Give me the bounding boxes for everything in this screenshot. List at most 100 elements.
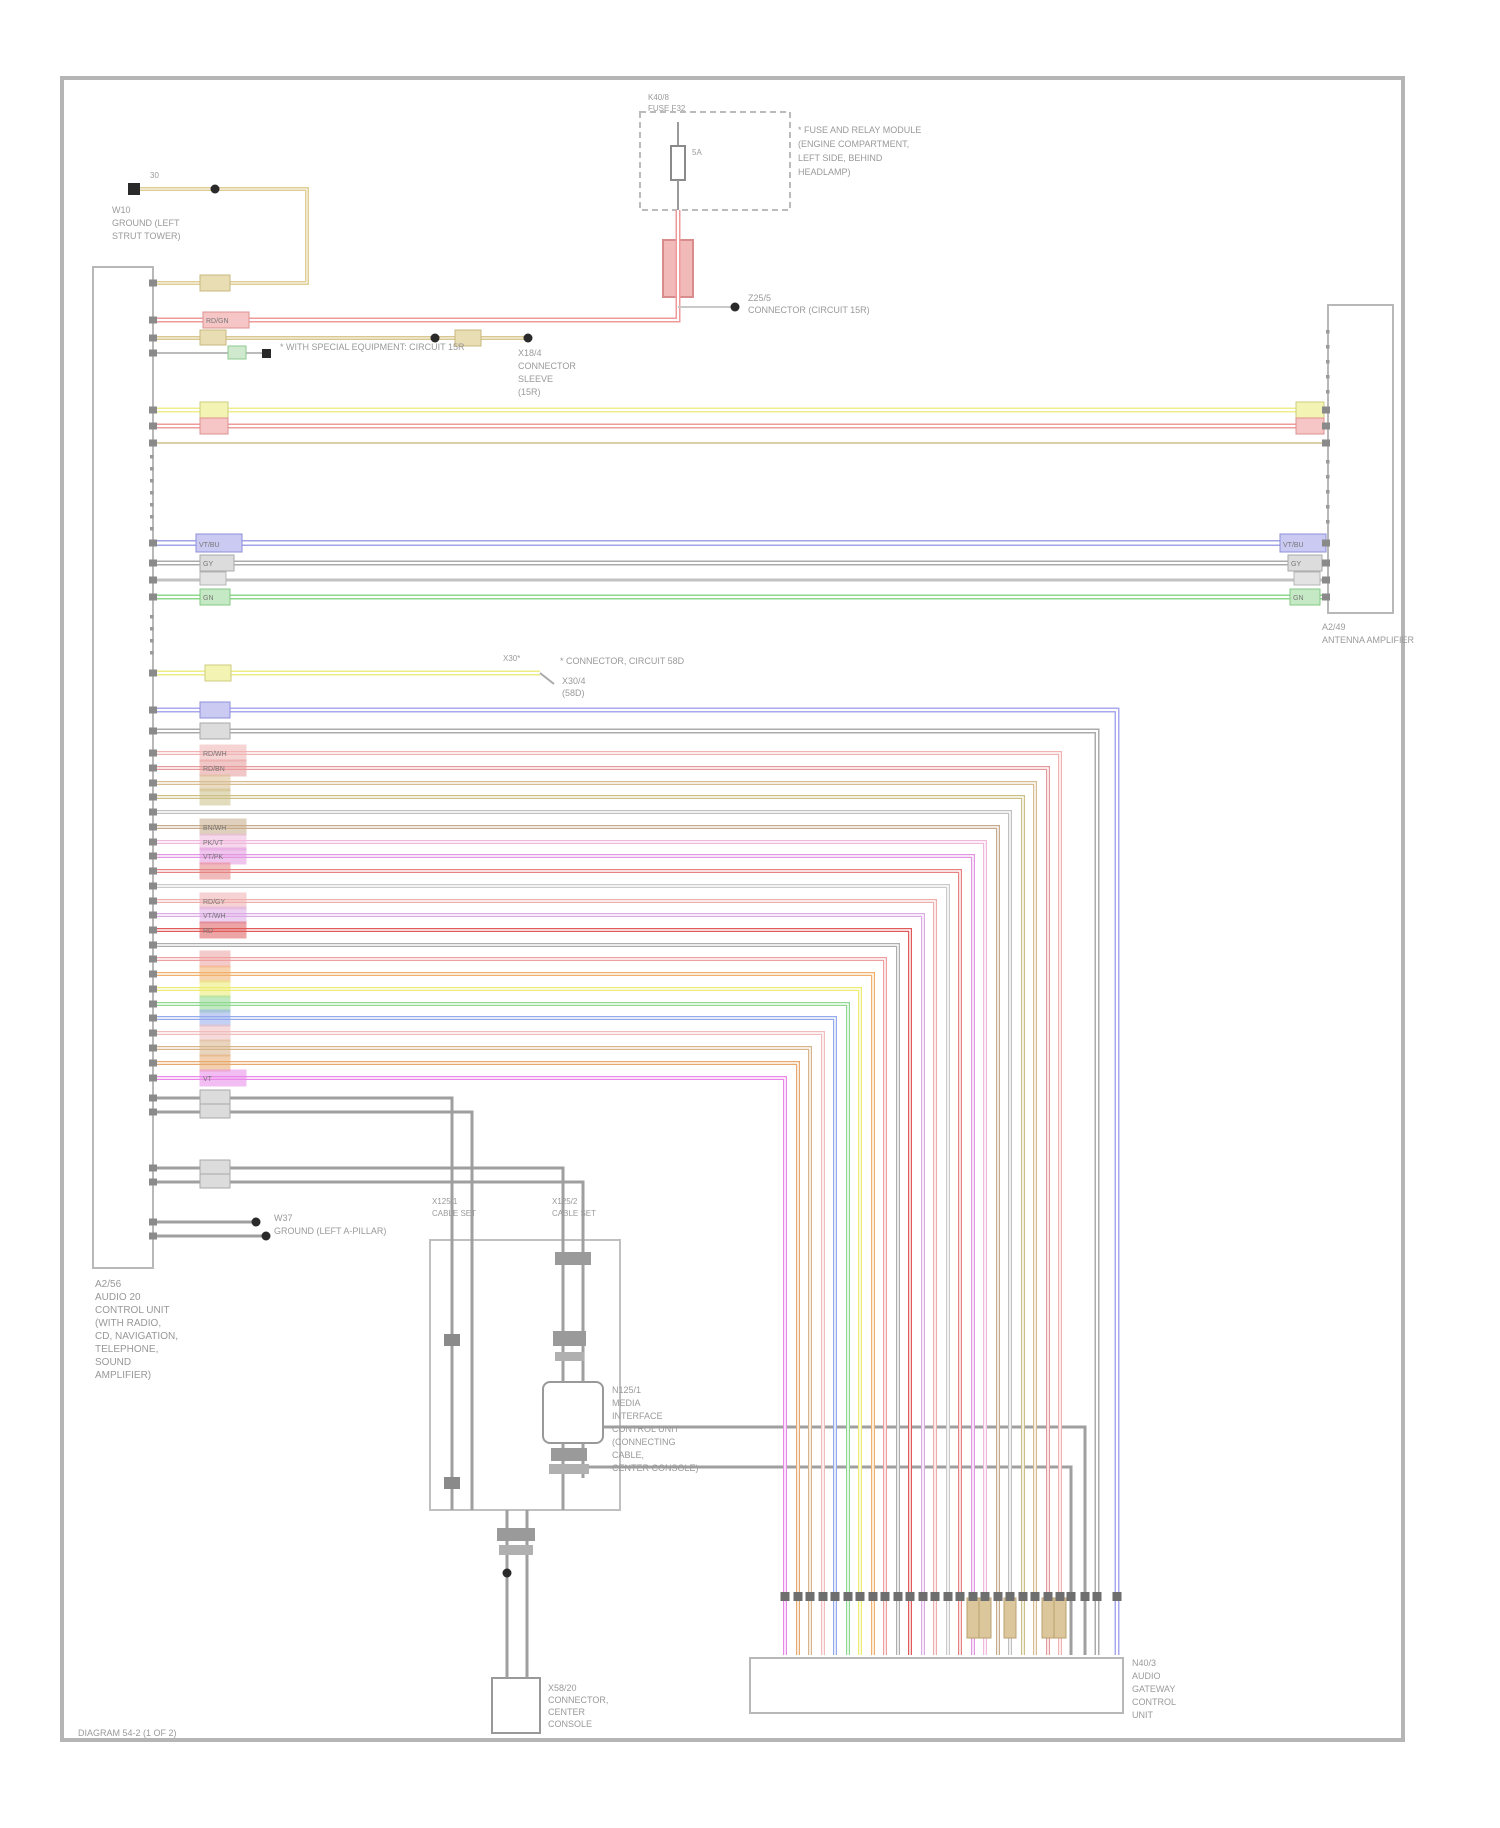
bundle-wire-18-core [153,1017,836,1655]
audio-gateway-label-line-3: GATEWAY [1132,1684,1175,1694]
left-control-unit-box [92,266,154,1269]
cable-set-2-label-line-2: CABLE SET [552,1209,596,1218]
connector-block-3 [553,1331,586,1346]
connector-block-1 [444,1477,460,1489]
bundle-wire-10-core [153,900,936,1655]
bundle-wire-code-1: RD/BN [203,766,225,773]
connector-sleeve-label-line-1: X18/4 [518,348,542,358]
connector-block-8 [499,1545,533,1555]
x30-id-line-2: (58D) [562,688,585,698]
left-box-bundle-pin-16 [149,985,157,993]
splice-dot-2 [430,333,440,343]
media-interface-label-line-4: CONTROL UNIT [612,1424,680,1434]
bundle-wire-code-6: PK/VT [203,840,224,847]
gateway-pin-22 [780,1592,790,1601]
left-box-bundle-pin-15 [149,970,157,978]
wire-label-code-16: GN [1293,595,1304,602]
bundle-wire-code-0: RD/WH [203,751,227,758]
left-box-bundle-pin-6 [149,838,157,846]
bundle-wire-label-14 [199,950,231,968]
wire-label-code-12: GY [1291,561,1301,568]
gateway-pin-4 [1005,1592,1015,1601]
circuit-15r-label-line-1: Z25/5 [748,293,771,303]
left-box-pin-dot-8 [150,627,154,631]
x30-id-line-1: X30/4 [562,676,586,686]
left-box-pin-0 [149,279,157,287]
wire-label-box-22 [199,1159,231,1175]
left-box-bundle-pin-7 [149,852,157,860]
gateway-pin-label-3 [1041,1597,1055,1639]
right-box-pin-dot-8 [1326,505,1330,509]
shield-note: * WITH SPECIAL EQUIPMENT: CIRCUIT 15R [280,342,465,352]
right-box-pin-2 [1322,439,1330,447]
wire-label-box-14 [1293,571,1321,586]
wire-label-code-10: VT/BU [1283,542,1304,549]
left-box-pin-dot-2 [150,479,154,483]
wire-label-box-0 [199,274,231,292]
right-box-pin-dot-9 [1326,520,1330,524]
bundle-wire-1-core [153,767,1049,1655]
connector-block-5 [551,1448,587,1461]
pair-a-2 [153,1110,474,1240]
media-interface-label-line-1: N125/1 [612,1385,641,1395]
splice-dot-6 [502,1568,512,1578]
bundle-wire-code-11: VT/WH [203,913,226,920]
left-box-bundle-pin-19 [149,1029,157,1037]
connector-block-6 [549,1464,589,1474]
gateway-pin-23 [1112,1592,1122,1601]
left-box-label-line-7: SOUND [95,1357,131,1368]
wire-label-box-5 [199,401,229,419]
left-box-label-line-2: AUDIO 20 [95,1292,141,1303]
audio-gateway-label-line-4: CONTROL [1132,1697,1176,1707]
ground-description-line-2: GROUND (LEFT [112,218,180,228]
bundle-wire-5-core [153,826,999,1655]
gateway-pin-18 [830,1592,840,1601]
bundle-wire-code-7: VT/PK [203,854,224,861]
x30-note: * CONNECTOR, CIRCUIT 58D [560,656,685,666]
bundle-wire-11-core [153,914,924,1655]
bundle-wire-22-core [153,1077,786,1655]
gateway-pin-12 [905,1592,915,1601]
media-out-wire [603,1425,1087,1655]
audio-gateway-label-line-2: AUDIO [1132,1671,1161,1681]
left-box-pin-5 [149,422,157,430]
left-box-label-line-3: CONTROL UNIT [95,1305,170,1316]
left-box-label-line-1: A2/56 [95,1279,122,1290]
left-box-pin-18 [149,1218,157,1226]
connector-sleeve-label-line-4: (15R) [518,387,541,397]
wire-label-box-7 [199,417,229,435]
bundle-wire-code-22: VT [203,1076,213,1083]
audio-gateway-label-line-1: N40/3 [1132,1658,1156,1668]
gateway-pin-3 [1018,1592,1028,1601]
bundle-wire-label-22 [199,1069,247,1087]
fuse-element [670,145,686,181]
bundle-wire-13-core [153,944,899,1655]
pair-b-1 [153,1166,565,1240]
left-box-bundle-pin-1 [149,764,157,772]
gateway-pin-5 [993,1592,1003,1601]
left-box-bundle-pin-22 [149,1074,157,1082]
right-box-pin-dot-7 [1326,490,1330,494]
bundle-wire-17-core [153,1003,849,1655]
wire-label-box-23 [199,1173,231,1189]
bundle-wire-12-core [153,929,911,1655]
left-box-pin-dot-1 [150,467,154,471]
media-interface-label-line-5: (CONNECTING [612,1437,676,1447]
console-connector-box [491,1677,541,1734]
bundle-wire-code-10: RD/GY [203,899,226,906]
bundle-wire-2-core [153,782,1036,1655]
bundle-wire-label-8 [199,862,231,880]
cable-set-box [429,1239,621,1511]
left-box-pin-dot-10 [150,651,154,655]
left-box-bundle-pin-8 [149,867,157,875]
right-box-pin-dot-0 [1326,330,1330,334]
left-box-pin-17 [149,1178,157,1186]
left-box-bundle-pin-18 [149,1014,157,1022]
gateway-pin-17 [843,1592,853,1601]
left-box-bundle-pin-5 [149,823,157,831]
cable-set-1-label-line-2: CABLE SET [432,1209,476,1218]
media-interface-label-line-3: INTERFACE [612,1411,663,1421]
gateway-pin-16 [855,1592,865,1601]
